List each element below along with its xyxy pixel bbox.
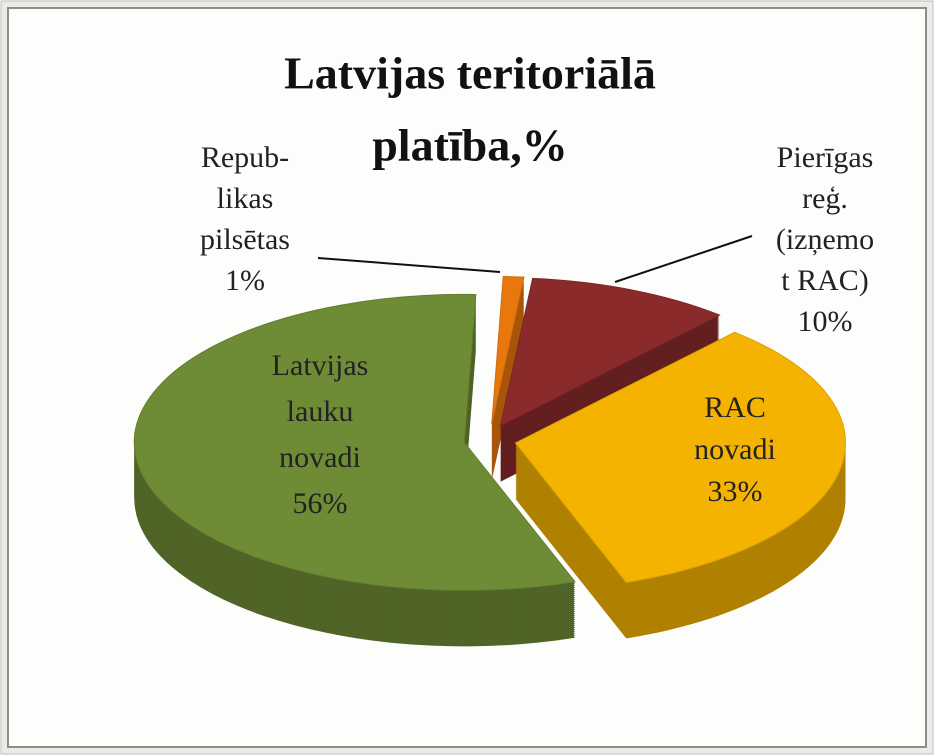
slice-side: [491, 308, 524, 457]
slice-side: [491, 302, 524, 451]
slice-label: Latvijas: [272, 349, 369, 382]
chart-title: Latvijas teritoriālā: [284, 48, 656, 99]
slice-side: [491, 286, 524, 435]
value-label: 10%: [798, 305, 853, 338]
leader-line: [317, 257, 501, 273]
value-label: 1%: [225, 264, 265, 297]
slice: [514, 331, 847, 583]
slice-side: [491, 300, 524, 449]
slice-label: Repub-: [201, 141, 289, 174]
slice: [499, 277, 721, 427]
chart-title: platība,%: [372, 120, 568, 171]
slice-side: [491, 282, 524, 431]
slice-side: [491, 310, 524, 459]
slice-side: [491, 294, 524, 443]
slice-label: reģ.: [802, 182, 848, 215]
slice-side: [491, 304, 524, 453]
slice-side: [491, 292, 524, 441]
slice-side: [491, 298, 524, 447]
slice-label: t RAC): [781, 264, 869, 297]
slice-side: [491, 306, 524, 455]
slice-side: [491, 284, 524, 433]
slice-label: lauku: [287, 395, 354, 428]
value-label: 33%: [708, 475, 763, 508]
slice-side: [491, 288, 524, 437]
slice-label: (izņemo: [776, 223, 874, 256]
slice-label: Pierīgas: [777, 141, 874, 174]
slice-side: [491, 296, 524, 445]
slice: [491, 276, 525, 425]
slice-label: novadi: [279, 441, 361, 474]
leader-line: [614, 235, 753, 283]
slice-label: novadi: [694, 433, 776, 466]
slice-side: [491, 312, 524, 461]
slice-side: [491, 314, 524, 463]
slice-side: [491, 290, 524, 439]
slice-label: pilsētas: [200, 223, 290, 256]
slice-side: [491, 280, 524, 429]
slice-label: likas: [217, 182, 274, 215]
slice: [133, 293, 576, 591]
slice-label: RAC: [704, 391, 766, 424]
value-label: 56%: [293, 487, 348, 520]
